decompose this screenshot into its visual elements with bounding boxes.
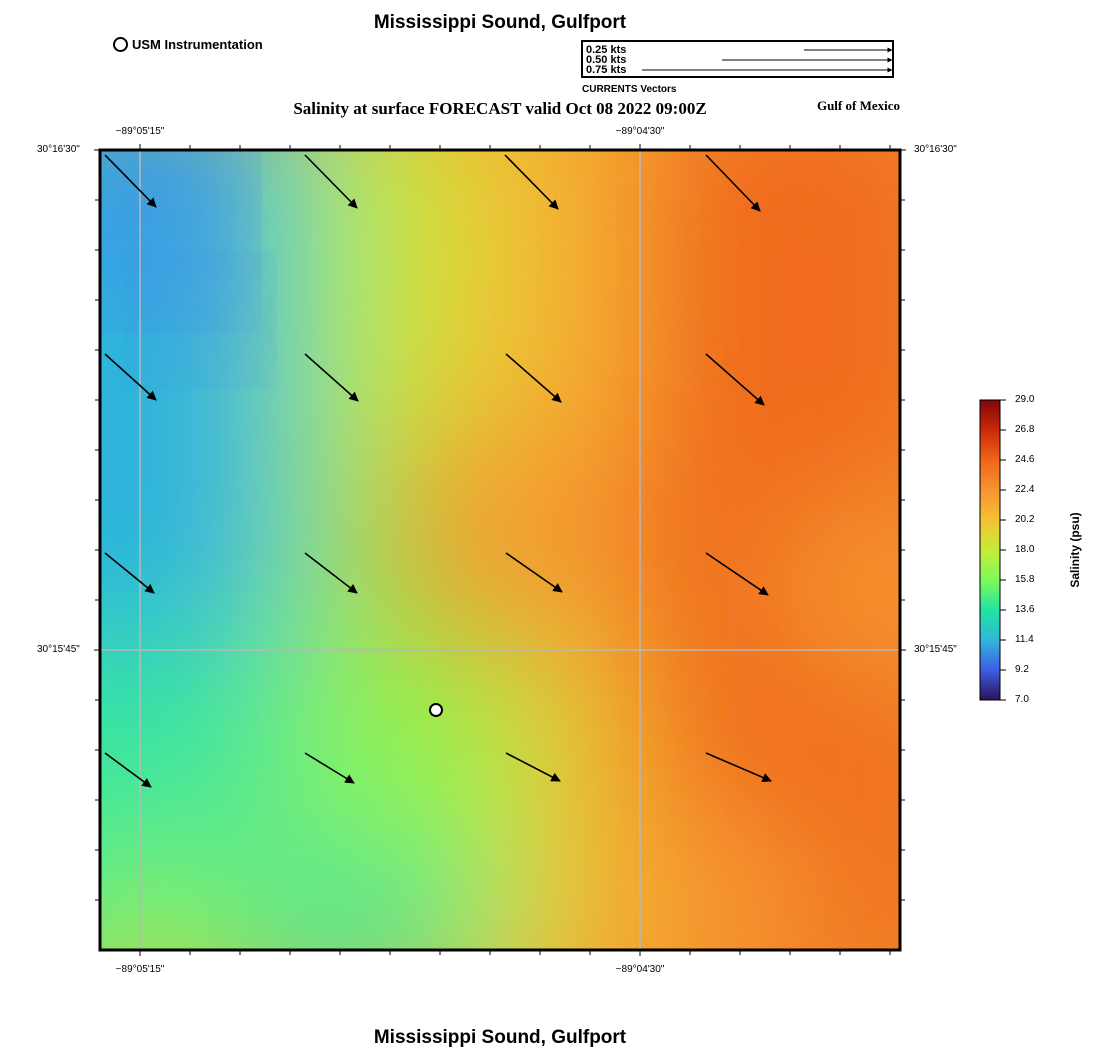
colorbar xyxy=(979,399,1006,701)
salinity-field xyxy=(100,150,900,950)
colorbar-title: Salinity (psu) xyxy=(1068,512,1082,588)
current-vector xyxy=(705,752,772,782)
map-title-footer: Mississippi Sound, Gulfport xyxy=(373,1027,627,1048)
current-vector xyxy=(705,154,761,212)
vector-scale-label: 0.25 kts xyxy=(586,44,627,56)
colorbar-label: 7.0 xyxy=(1015,694,1029,705)
right-tick-label: 30°16'30" xyxy=(914,144,957,155)
current-vector xyxy=(304,752,355,784)
colorbar-label: 9.2 xyxy=(1015,664,1029,675)
current-vector xyxy=(705,353,765,406)
current-vector xyxy=(304,353,359,402)
station-legend-label: USM Instrumentation xyxy=(132,37,263,52)
current-vector xyxy=(504,154,559,210)
colorbar-label: 29.0 xyxy=(1015,394,1035,405)
top-tick-label: −89°05'15" xyxy=(115,126,165,137)
station-legend: USM Instrumentation xyxy=(113,37,263,52)
vector-scale-legend: 0.25 kts 0.50 kts 0.75 kts xyxy=(581,40,894,78)
current-vectors xyxy=(104,154,772,788)
vector-legend-caption: CURRENTS Vectors xyxy=(582,84,677,95)
bottom-tick-label: −89°05'15" xyxy=(115,964,165,975)
colorbar-label: 18.0 xyxy=(1015,544,1035,555)
vector-scale-arrows xyxy=(642,47,893,73)
map-subtitle: Salinity at surface FORECAST valid Oct 0… xyxy=(293,99,707,118)
left-tick-label: 30°15'45" xyxy=(37,644,80,655)
left-tick-label: 30°16'30" xyxy=(37,144,80,155)
current-vector xyxy=(304,552,358,594)
vector-scale-label: 0.75 kts xyxy=(586,64,627,76)
current-vector xyxy=(104,752,152,788)
colorbar-label: 15.8 xyxy=(1015,574,1035,585)
current-vector xyxy=(705,552,769,596)
colorbar-label: 11.4 xyxy=(1015,634,1034,645)
colorbar-label: 20.2 xyxy=(1015,514,1035,525)
graticule xyxy=(100,150,900,950)
frame-ticks xyxy=(94,144,906,956)
station-marker[interactable] xyxy=(429,703,443,717)
current-vector xyxy=(505,353,562,403)
current-vector xyxy=(104,154,157,208)
region-label: Gulf of Mexico xyxy=(816,98,900,113)
colorbar-ramp xyxy=(979,399,1001,701)
colorbar-label: 22.4 xyxy=(1015,484,1035,495)
top-tick-label: −89°04'30" xyxy=(615,126,665,137)
right-tick-label: 30°15'45" xyxy=(914,644,957,655)
colorbar-label: 24.6 xyxy=(1015,454,1035,465)
current-vector xyxy=(304,154,358,209)
colorbar-label: 13.6 xyxy=(1015,604,1035,615)
vector-scale-label: 0.50 kts xyxy=(586,54,627,66)
current-vector xyxy=(505,752,561,782)
current-vector xyxy=(104,353,157,401)
colorbar-label: 26.8 xyxy=(1015,424,1035,435)
map-title: Mississippi Sound, Gulfport xyxy=(373,12,627,33)
station-marker-icon xyxy=(113,37,128,52)
bottom-tick-label: −89°04'30" xyxy=(615,964,665,975)
current-vector xyxy=(505,552,563,593)
current-vector xyxy=(104,552,155,594)
